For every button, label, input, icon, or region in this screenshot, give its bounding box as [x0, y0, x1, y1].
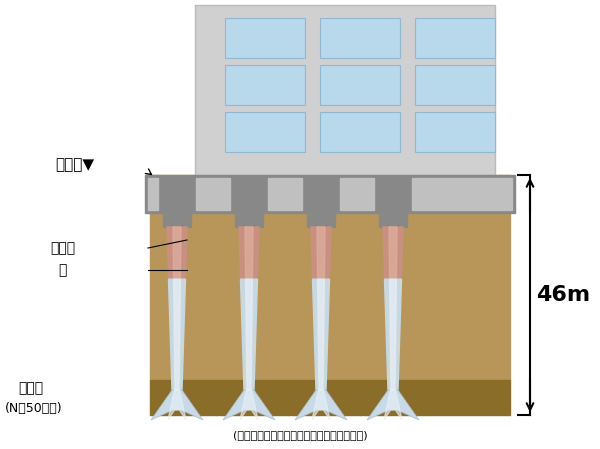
Polygon shape — [389, 227, 397, 279]
Polygon shape — [240, 390, 258, 420]
Bar — [225, 18, 305, 58]
Text: 銃管巻: 銃管巻 — [50, 241, 75, 255]
Polygon shape — [385, 279, 401, 390]
Polygon shape — [383, 227, 403, 279]
Bar — [268, 178, 302, 210]
Polygon shape — [311, 227, 331, 279]
Bar — [225, 112, 305, 152]
Polygon shape — [151, 390, 203, 420]
Polygon shape — [317, 279, 325, 390]
Polygon shape — [239, 227, 259, 279]
Polygon shape — [167, 227, 187, 279]
Polygon shape — [173, 227, 181, 279]
Bar — [163, 213, 191, 227]
Text: 46m: 46m — [536, 285, 590, 305]
Polygon shape — [295, 390, 347, 420]
Text: (住棟以外で別の基礎とする場合もあります): (住棟以外で別の基礎とする場合もあります) — [233, 430, 367, 440]
Polygon shape — [384, 390, 402, 420]
Bar — [225, 65, 305, 105]
Bar — [148, 178, 158, 210]
Bar — [415, 65, 495, 105]
Bar — [150, 380, 510, 415]
Bar — [320, 65, 400, 105]
Polygon shape — [317, 227, 325, 279]
Text: (N値50以上): (N値50以上) — [5, 401, 62, 414]
Bar — [415, 112, 495, 152]
Bar — [320, 18, 400, 58]
Polygon shape — [245, 279, 253, 390]
Bar — [307, 213, 335, 227]
Bar — [415, 18, 495, 58]
Bar — [145, 175, 515, 213]
Bar — [340, 178, 374, 210]
Polygon shape — [389, 279, 397, 390]
Polygon shape — [169, 279, 185, 390]
Polygon shape — [168, 390, 186, 420]
Bar — [379, 213, 407, 227]
Bar — [150, 175, 510, 380]
Bar — [196, 178, 230, 210]
Polygon shape — [223, 390, 275, 420]
Text: 支持層: 支持層 — [18, 381, 43, 395]
Polygon shape — [245, 227, 253, 279]
Polygon shape — [173, 279, 181, 390]
Polygon shape — [367, 390, 419, 420]
Bar — [320, 112, 400, 152]
Bar — [195, 5, 495, 175]
Polygon shape — [312, 390, 330, 420]
Text: 杭: 杭 — [58, 263, 67, 277]
Polygon shape — [241, 279, 257, 390]
Bar — [235, 213, 263, 227]
Polygon shape — [313, 279, 329, 390]
Bar — [412, 178, 512, 210]
Text: 地盤面▼: 地盤面▼ — [55, 158, 94, 172]
